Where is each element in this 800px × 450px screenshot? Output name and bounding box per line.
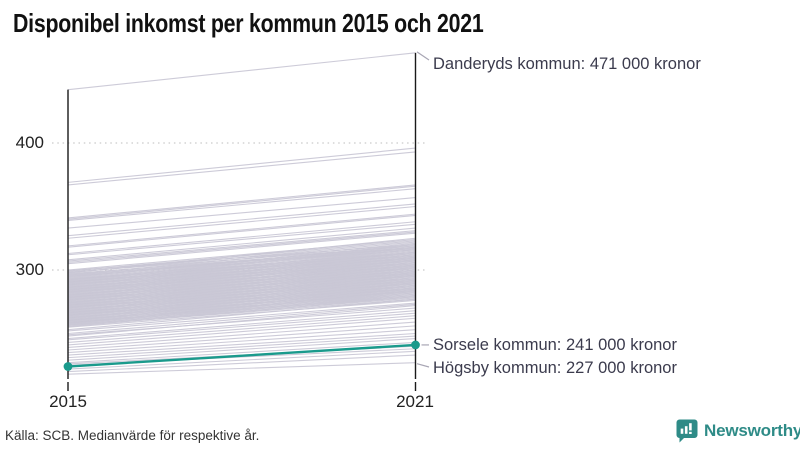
- annotation-hogsby: Högsby kommun: 227 000 kronor: [433, 359, 677, 377]
- chart-title: Disponibel inkomst per kommun 2015 och 2…: [13, 8, 484, 38]
- y-axis-tick-label-400: 400: [15, 133, 44, 152]
- source-note: Källa: SCB. Medianvärde för respektive å…: [5, 428, 260, 443]
- newsworthy-branding: Newsworthy: [676, 419, 800, 443]
- newsworthy-logo-icon: [676, 419, 698, 443]
- y-axis-tick-label-300: 300: [15, 260, 44, 279]
- newsworthy-logo-text: Newsworthy: [704, 421, 800, 440]
- annotation-sorsele: Sorsele kommun: 241 000 kronor: [433, 336, 677, 354]
- annotation-danderyd: Danderyds kommun: 471 000 kronor: [433, 55, 701, 73]
- x-axis-label-2015: 2015: [49, 392, 87, 411]
- x-axis-label-2021: 2021: [396, 392, 434, 411]
